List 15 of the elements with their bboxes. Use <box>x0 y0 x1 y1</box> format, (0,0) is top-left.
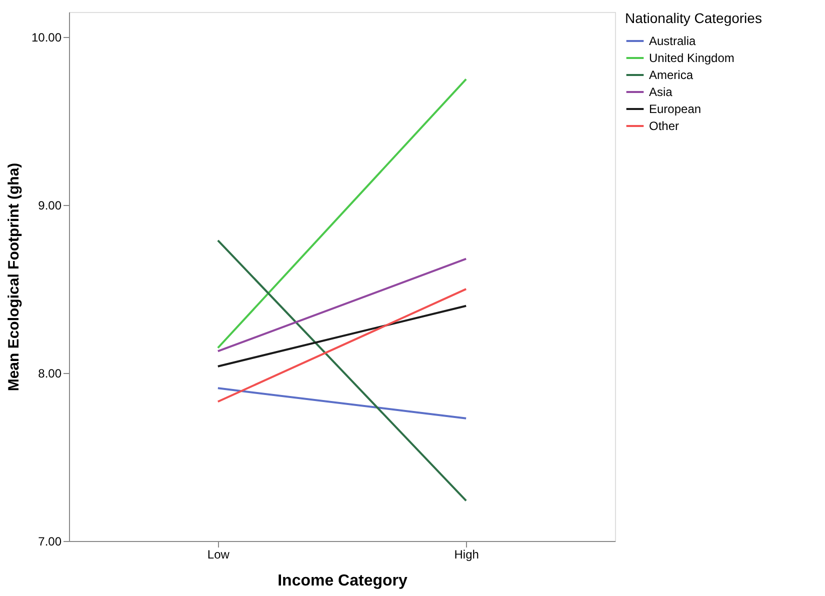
legend-label: United Kingdom <box>649 51 734 65</box>
y-axis-title: Mean Ecological Footprint (gha) <box>5 162 22 392</box>
x-axis-title: Income Category <box>278 572 408 590</box>
y-tick-label: 9.00 <box>38 198 62 213</box>
legend-label: Asia <box>649 85 673 99</box>
legend-label: European <box>649 102 702 116</box>
y-tick-label: 7.00 <box>38 534 62 548</box>
x-tick-label: Low <box>207 548 230 562</box>
y-tick-label: 8.00 <box>38 366 62 381</box>
legend-label: Australia <box>649 34 696 48</box>
y-tick-label: 10.00 <box>31 30 62 45</box>
legend-label: Other <box>649 119 680 133</box>
legend-label: America <box>649 68 694 82</box>
x-tick-label: High <box>454 548 479 562</box>
legend-title: Nationality Categories <box>625 10 762 26</box>
